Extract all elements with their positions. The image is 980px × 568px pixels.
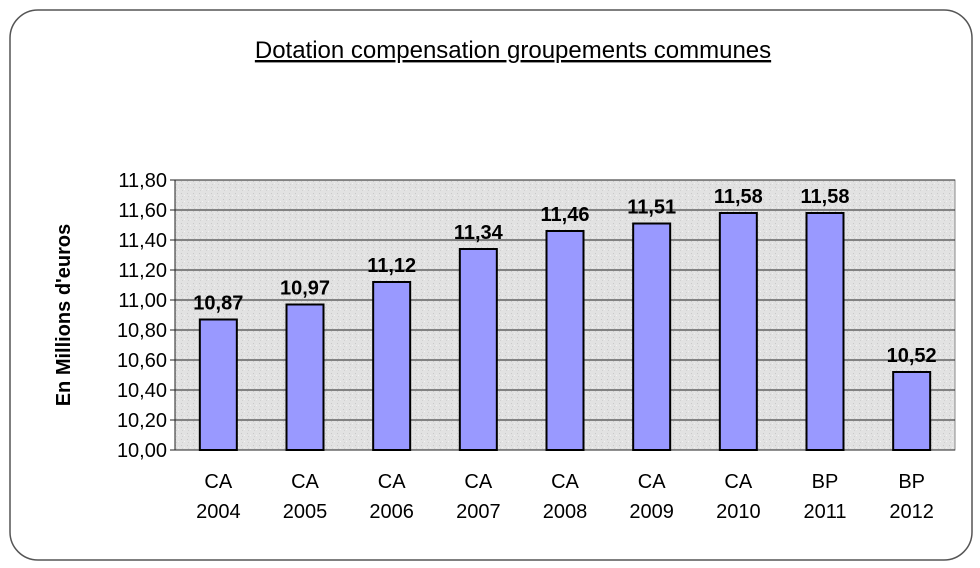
- x-tick-line: CA: [464, 471, 492, 493]
- value-label: 10,87: [193, 293, 243, 315]
- y-tick-label: 11,40: [118, 230, 167, 252]
- y-tick-label: 11,60: [118, 200, 167, 222]
- bar: [372, 281, 412, 451]
- x-tick-label: CA 2004: [196, 471, 241, 523]
- x-tick-line: 2010: [716, 501, 761, 523]
- y-tick-label: 10,20: [117, 410, 167, 432]
- x-tick-line: CA: [724, 471, 752, 493]
- value-label: 10,97: [280, 278, 330, 300]
- value-label: 11,51: [627, 197, 676, 219]
- bar: [892, 371, 932, 451]
- bar: [805, 212, 845, 451]
- x-tick-label: CA 2009: [629, 471, 674, 523]
- x-tick-label: CA 2010: [716, 471, 761, 523]
- x-tick-line: CA: [638, 471, 666, 493]
- x-tick-line: 2011: [803, 501, 846, 523]
- y-tick-label: 10,00: [117, 440, 167, 462]
- x-tick-line: BP: [898, 471, 925, 493]
- x-tick-label: BP 2011: [803, 471, 846, 523]
- y-tick-label: 10,80: [117, 320, 167, 342]
- y-tick-label: 11,00: [118, 290, 167, 312]
- bar: [198, 318, 238, 451]
- y-axis-label: En Millions d'euros: [53, 224, 75, 407]
- x-tick-label: CA 2008: [543, 471, 588, 523]
- x-tick-line: CA: [204, 471, 232, 493]
- x-tick-line: CA: [551, 471, 579, 493]
- chart-title: Dotation compensation groupements commun…: [255, 37, 771, 64]
- x-tick-line: CA: [291, 471, 319, 493]
- x-tick-line: 2004: [196, 501, 241, 523]
- x-tick-line: 2006: [369, 501, 414, 523]
- value-label: 11,58: [801, 186, 850, 208]
- x-tick-line: CA: [378, 471, 406, 493]
- y-tick-label: 10,40: [117, 380, 167, 402]
- bar: [632, 222, 672, 451]
- y-tick-label: 11,80: [118, 170, 167, 192]
- bar: [458, 248, 498, 451]
- x-tick-line: 2008: [543, 501, 588, 523]
- x-tick-line: 2007: [456, 501, 501, 523]
- bar: [285, 303, 325, 451]
- x-tick-line: BP: [812, 471, 839, 493]
- value-label: 11,46: [541, 204, 590, 226]
- bar: [545, 230, 585, 451]
- y-tick-label: 10,60: [117, 350, 167, 372]
- value-label: 11,34: [454, 222, 504, 244]
- x-tick-line: 2005: [283, 501, 328, 523]
- value-label: 11,12: [367, 255, 416, 277]
- x-tick-label: CA 2005: [283, 471, 328, 523]
- x-tick-line: 2012: [889, 501, 934, 523]
- y-tick-label: 11,20: [118, 260, 167, 282]
- x-tick-label: CA 2006: [369, 471, 414, 523]
- x-tick-line: 2009: [629, 501, 674, 523]
- x-tick-label: BP 2012: [889, 471, 934, 523]
- bar: [718, 212, 758, 451]
- value-label: 11,58: [714, 186, 763, 208]
- x-tick-label: CA 2007: [456, 471, 501, 523]
- value-label: 10,52: [887, 345, 937, 367]
